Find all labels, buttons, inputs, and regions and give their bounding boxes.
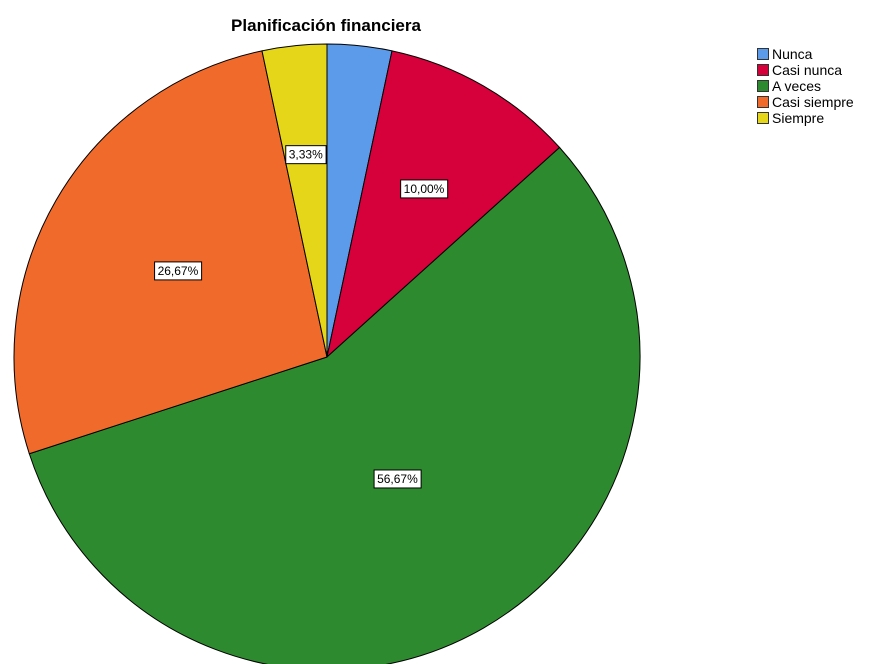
legend-swatch: [757, 48, 769, 60]
legend-item: A veces: [757, 78, 854, 94]
legend-label: Casi siempre: [772, 94, 854, 110]
slice-data-label-box: [400, 179, 449, 199]
slice-data-label: 10,00%: [404, 182, 445, 196]
legend-swatch: [757, 64, 769, 76]
legend-swatch: [757, 112, 769, 124]
slice-data-label-box: [285, 145, 327, 165]
legend-item: Casi siempre: [757, 94, 854, 110]
slice-data-label-box: [373, 469, 422, 489]
pie-slice-casi-siempre: [13, 50, 328, 455]
slice-data-label: 26,67%: [158, 264, 199, 278]
slice-data-label: 56,67%: [377, 472, 418, 486]
legend-item: Casi nunca: [757, 62, 854, 78]
legend-swatch: [757, 80, 769, 92]
slice-data-label-box: [154, 261, 203, 281]
legend-label: A veces: [772, 78, 822, 94]
legend-item: Siempre: [757, 110, 854, 126]
slice-data-label: 3,33%: [289, 148, 323, 162]
pie-slice-siempre: [261, 43, 328, 358]
legend-label: Siempre: [772, 110, 825, 126]
chart-title: Planificación financiera: [231, 16, 421, 35]
legend-item: Nunca: [757, 46, 854, 62]
legend-swatch: [757, 96, 769, 108]
pie-slice-casi-nunca: [326, 50, 561, 359]
legend-label: Nunca: [772, 46, 813, 62]
legend-label: Casi nunca: [772, 62, 843, 78]
legend: Nunca Casi nunca A veces Casi siempre Siempr…: [757, 46, 854, 126]
pie-slice-a-veces: [28, 146, 641, 664]
